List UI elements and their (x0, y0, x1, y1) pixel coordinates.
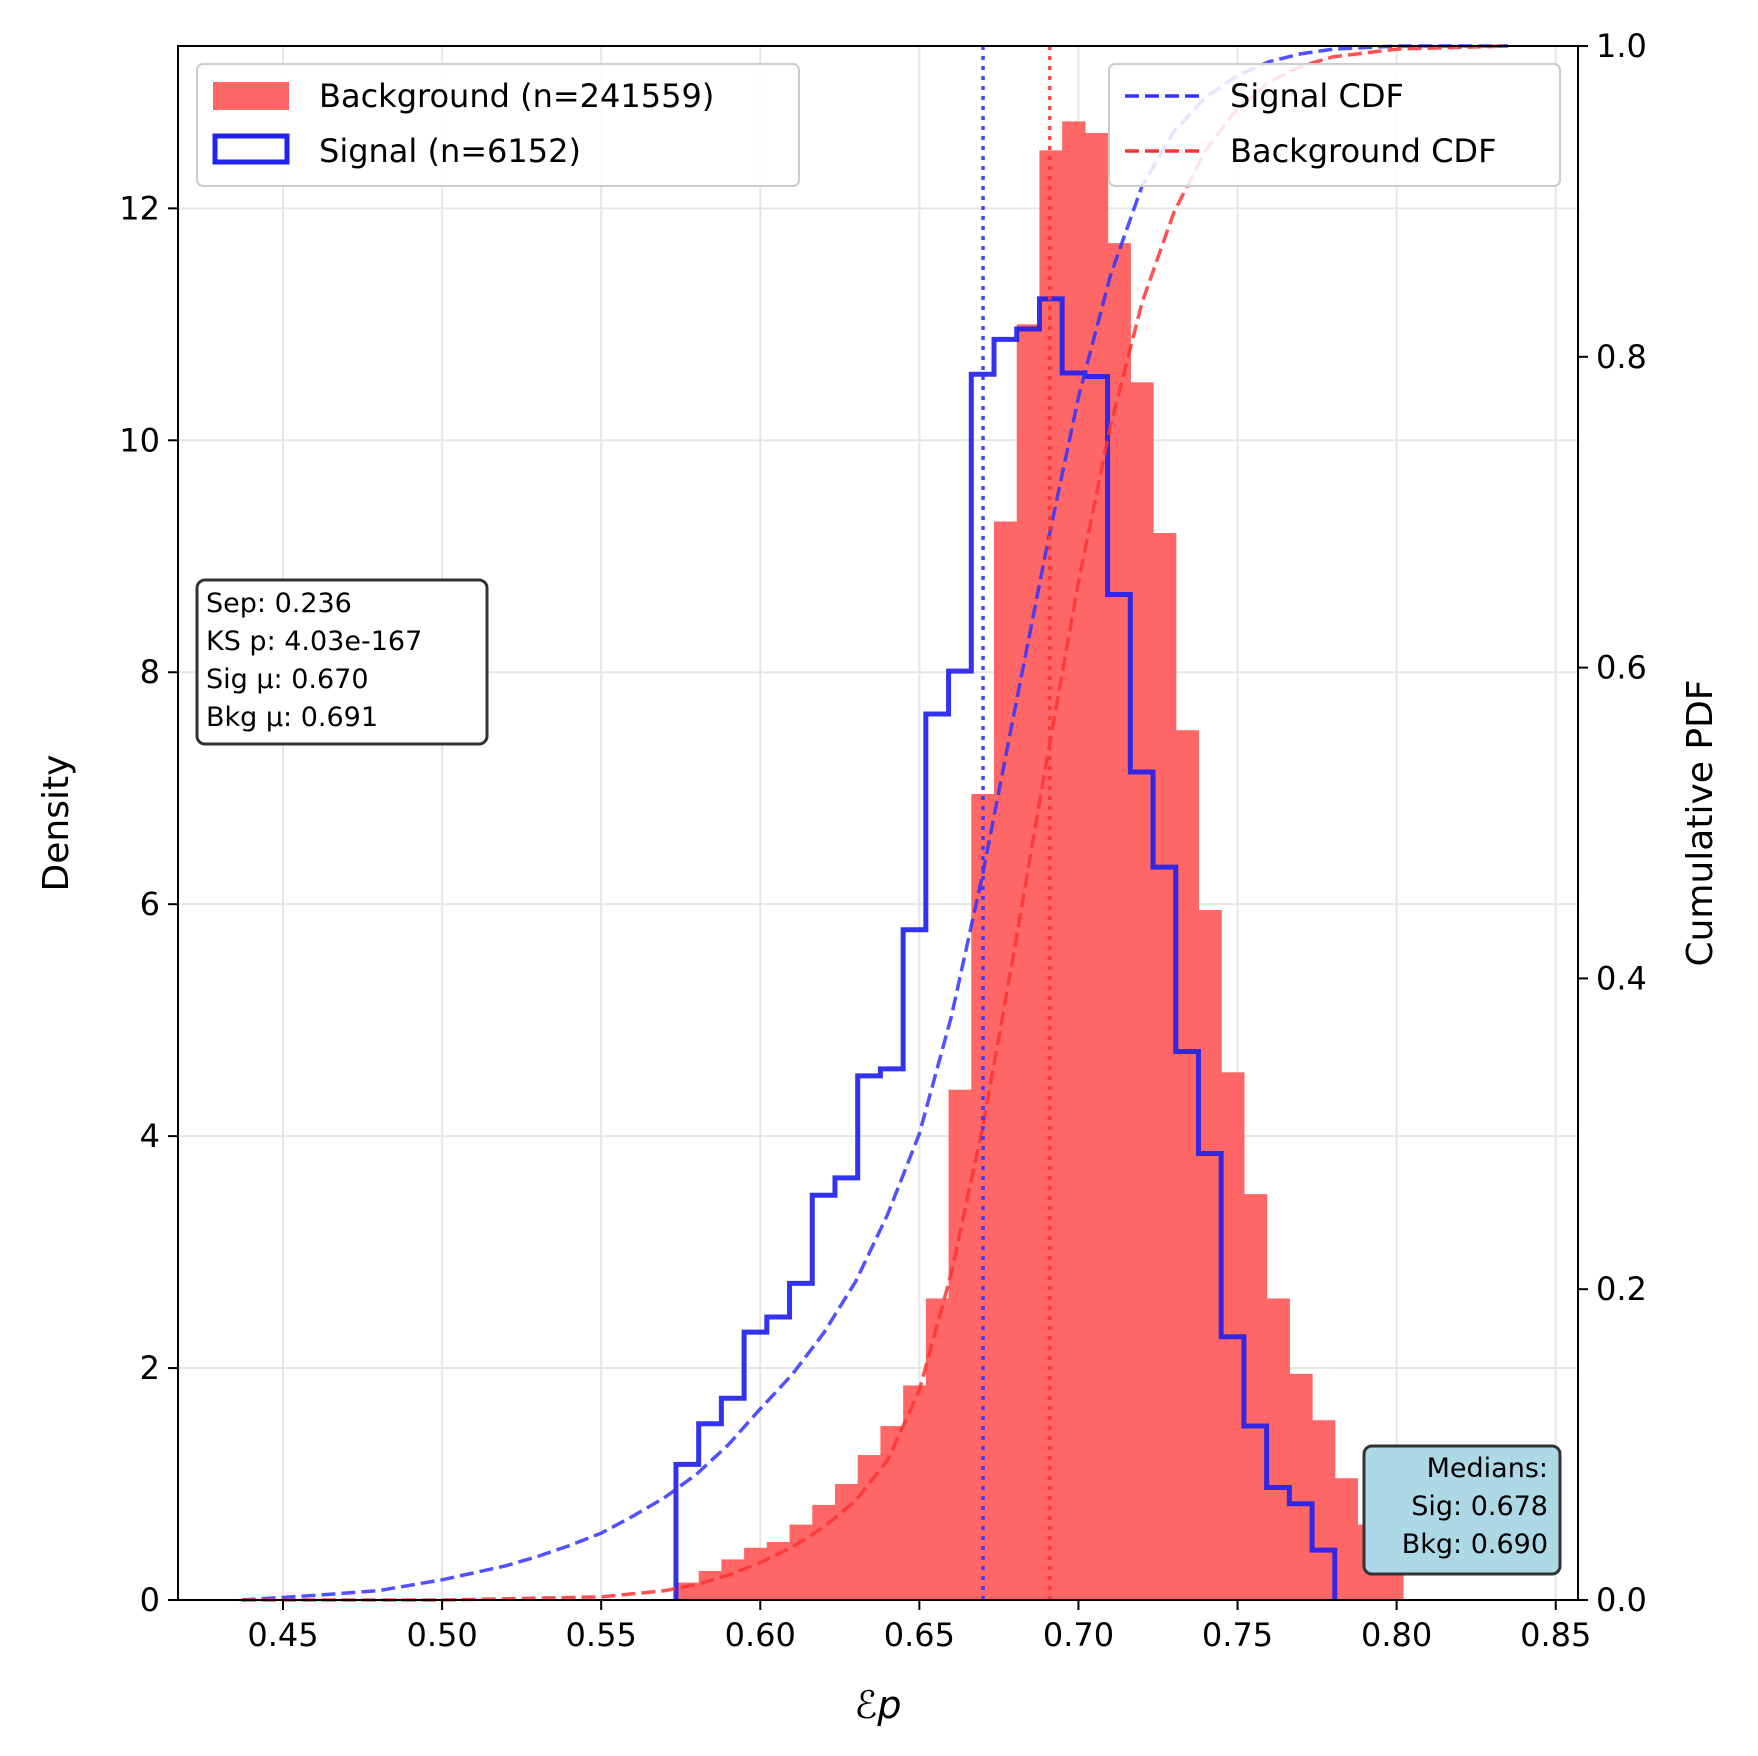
legend-right: Signal CDF Background CDF (1108, 63, 1561, 187)
y-axis-left-ticks: 0 2 4 6 8 10 12 (119, 189, 178, 1619)
x-tick-label-0: 0.45 (247, 1616, 318, 1654)
legend-right-frame (1108, 63, 1561, 187)
y-axis-left-label: Density (36, 755, 77, 892)
medians-title: Medians: (1427, 1453, 1548, 1484)
y-left-tick-label-5: 10 (119, 421, 160, 459)
y-left-tick-label-0: 0 (140, 1581, 160, 1619)
legend-left: Background (n=241559) Signal (n=6152) (196, 63, 800, 187)
background-bar-2 (721, 1559, 745, 1600)
background-bar-17 (1062, 121, 1086, 1600)
y-axis-right-ticks: 0.0 0.2 0.4 0.6 0.8 1.0 (1578, 27, 1647, 1619)
background-bar-1 (698, 1571, 722, 1600)
background-bar-9 (880, 1426, 904, 1600)
background-bar-15 (1016, 324, 1041, 1600)
background-bar-4 (766, 1542, 791, 1600)
background-bar-8 (857, 1455, 882, 1600)
y-right-tick-label-2: 0.4 (1596, 959, 1647, 997)
medians-background: Bkg: 0.690 (1402, 1529, 1548, 1560)
legend-left-frame (196, 63, 800, 187)
signal-histogram (673, 296, 1338, 1600)
background-bar-7 (834, 1484, 859, 1600)
background-bar-3 (744, 1547, 768, 1600)
background-bar-22 (1175, 730, 1200, 1600)
background-bar-29 (1334, 1478, 1359, 1600)
y-right-tick-label-4: 0.8 (1596, 338, 1647, 376)
y-right-tick-label-3: 0.6 (1596, 649, 1647, 687)
stats-signal-mean: Sig μ: 0.670 (206, 664, 369, 695)
y-right-tick-label-0: 0.0 (1596, 1581, 1647, 1619)
y-left-tick-label-2: 4 (140, 1117, 160, 1155)
stats-separation: Sep: 0.236 (206, 588, 352, 619)
background-bar-5 (789, 1524, 813, 1600)
background-bar-12 (948, 1089, 972, 1600)
background-bar-14 (994, 521, 1018, 1601)
background-bar-25 (1243, 1194, 1268, 1600)
legend-signal-swatch (212, 133, 290, 165)
legend-background-swatch (213, 82, 289, 110)
x-tick-label-2: 0.55 (566, 1616, 637, 1654)
stats-box: Sep: 0.236 KS p: 4.03e-167 Sig μ: 0.670 … (195, 578, 489, 746)
y-left-tick-label-4: 8 (140, 653, 160, 691)
y-axis-right-label: Cumulative PDF (1680, 679, 1721, 966)
x-tick-label-8: 0.85 (1520, 1616, 1591, 1654)
background-bar-21 (1153, 533, 1177, 1600)
x-tick-label-5: 0.70 (1043, 1616, 1114, 1654)
x-axis-ticks: 0.45 0.50 0.55 0.60 0.65 0.70 0.75 0.80 0.85 (247, 1600, 1591, 1654)
medians-box: Medians: Sig: 0.678 Bkg: 0.690 (1362, 1444, 1562, 1576)
x-tick-label-4: 0.65 (884, 1616, 955, 1654)
stats-ks-p: KS p: 4.03e-167 (206, 626, 422, 657)
medians-signal: Sig: 0.678 (1411, 1491, 1548, 1522)
x-tick-label-7: 0.80 (1361, 1616, 1432, 1654)
background-bar-19 (1107, 243, 1131, 1600)
y-right-tick-label-5: 1.0 (1596, 27, 1647, 65)
legend-signal-cdf-label: Signal CDF (1230, 77, 1404, 115)
background-bar-16 (1039, 150, 1063, 1600)
stats-box-frame (195, 578, 489, 746)
background-bar-27 (1289, 1373, 1313, 1600)
x-tick-label-6: 0.75 (1202, 1616, 1273, 1654)
y-left-tick-label-3: 6 (140, 885, 160, 923)
plot-frame (177, 45, 1579, 1601)
x-tick-label-3: 0.60 (725, 1616, 796, 1654)
background-bar-18 (1084, 132, 1109, 1600)
signal-step-outline (673, 296, 1338, 1600)
y-right-tick-label-1: 0.2 (1596, 1270, 1647, 1308)
background-bar-23 (1198, 909, 1222, 1600)
y-left-tick-label-6: 12 (119, 189, 160, 227)
background-bar-26 (1266, 1298, 1290, 1600)
x-tick-label-1: 0.50 (406, 1616, 477, 1654)
y-left-tick-label-1: 2 (140, 1349, 160, 1387)
legend-background-cdf-label: Background CDF (1230, 132, 1496, 170)
medians-box-frame (1362, 1444, 1562, 1576)
stats-background-mean: Bkg μ: 0.691 (206, 702, 378, 733)
background-bar-10 (903, 1385, 927, 1600)
background-bar-20 (1130, 382, 1154, 1600)
legend-signal-label: Signal (n=6152) (319, 132, 581, 170)
background-bar-28 (1312, 1420, 1336, 1600)
legend-background-label: Background (n=241559) (319, 77, 714, 115)
x-axis-label: ℰp (854, 1683, 901, 1727)
background-bar-11 (925, 1298, 950, 1600)
